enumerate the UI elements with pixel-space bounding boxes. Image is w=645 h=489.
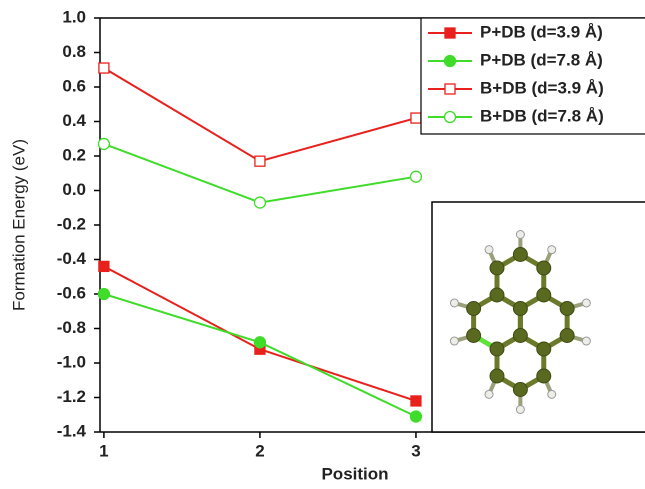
legend: P+DB (d=3.9 Å) P+DB (d=7.8 Å) B+DB (d=3.9 … [421,18,645,134]
marker [254,197,265,208]
y-tick-label: 1.0 [62,7,86,26]
legend-marker [445,28,455,38]
legend-label: P+DB (d=3.9 Å) [480,22,603,41]
atom [490,342,504,356]
marker [255,156,265,166]
series-line [104,294,416,416]
atom [537,342,551,356]
atom [537,369,551,383]
atom [490,288,504,302]
atom [513,248,527,262]
marker [410,411,421,422]
legend-label: B+DB (d=7.8 Å) [480,106,604,125]
hydrogen [450,299,458,307]
y-tick-label: -0.2 [57,214,86,233]
atom [513,329,527,343]
marker [411,396,421,406]
legend-label: P+DB (d=7.8 Å) [480,50,603,69]
x-tick-label: 3 [411,441,420,460]
marker [254,337,265,348]
hydrogen [450,337,458,345]
inset-frame [432,202,645,432]
atom [467,329,481,343]
hydrogen [548,246,556,254]
atom [560,302,574,316]
atom [537,261,551,275]
legend-marker [445,112,456,123]
series-line [104,68,416,161]
y-tick-label: 0.6 [62,76,86,95]
marker [411,113,421,123]
marker [99,63,109,73]
marker [99,261,109,271]
series-line [104,266,416,401]
hydrogen [582,299,590,307]
chart: 1.0 0.8 0.6 0.4 0.2 0.0 -0.2 -0.4 -0.6 -0.8 -1.0 -1… [0,0,645,489]
hydrogen [582,337,590,345]
y-tick-label: 0.0 [62,180,86,199]
y-tick-label: -1.0 [57,352,86,371]
series-line [104,144,416,203]
atom [467,302,481,316]
y-tick-label: -0.6 [57,283,86,302]
x-tick-label: 1 [99,441,108,460]
hydrogen [516,231,524,239]
hydrogen [485,390,493,398]
y-tick-label: 0.8 [62,42,86,61]
y-tick-label: -0.8 [57,318,86,337]
y-tick-label: -1.2 [57,387,86,406]
legend-label: B+DB (d=3.9 Å) [480,78,604,97]
inset [432,202,645,432]
atom [560,329,574,343]
x-axis-label: Position [321,464,388,483]
hydrogen [516,406,524,414]
y-tick-label: -1.4 [57,421,87,440]
hydrogen [548,390,556,398]
y-axis-label: Formation Energy (eV) [9,139,28,311]
atom [537,288,551,302]
y-tick-label: 0.4 [62,111,86,130]
marker [98,138,109,149]
legend-marker [445,56,456,67]
atom [490,369,504,383]
marker [98,289,109,300]
marker [410,171,421,182]
x-tick-label: 2 [255,441,264,460]
hydrogen [485,246,493,254]
atom [513,302,527,316]
atom [490,261,504,275]
y-tick-label: -0.4 [57,249,87,268]
y-tick-label: 0.2 [62,145,86,164]
legend-marker [445,84,455,94]
atom [513,383,527,397]
